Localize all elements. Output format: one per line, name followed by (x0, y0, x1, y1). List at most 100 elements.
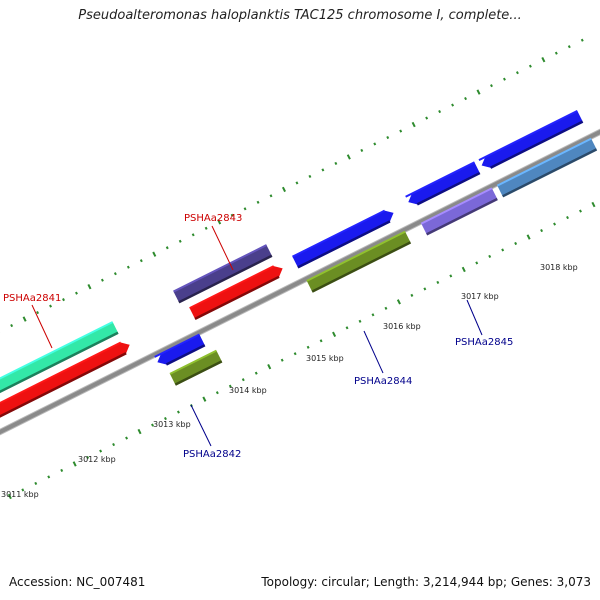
callout-line-PSHAa2845 (466, 299, 483, 336)
tick-label-3014: 3014 kbp (229, 386, 267, 395)
gene-teal-block-shade (0, 331, 119, 394)
gene-teal-block-body (0, 321, 119, 392)
tick-lower (396, 299, 401, 305)
gene-blue-block-2-body (408, 162, 480, 205)
callout-line-PSHAa2842 (190, 404, 212, 447)
gene-label-PSHAa2841: PSHAa2841 (3, 293, 61, 304)
tick-lower (306, 345, 310, 349)
gene-blue-block-2-shade (416, 171, 481, 206)
tick-upper (490, 84, 493, 88)
tick-lower (86, 455, 90, 460)
tick-upper (243, 207, 247, 211)
gene-lavender-block-highlight (420, 187, 493, 225)
tick-lower (280, 358, 284, 362)
tick-upper (373, 142, 377, 146)
tick-upper (100, 278, 104, 282)
tick-lower (345, 326, 349, 330)
tick-lower (540, 228, 544, 233)
callout-line-PSHAa2841 (31, 304, 53, 349)
tick-upper (295, 181, 299, 185)
tick-lower (151, 423, 154, 427)
tick-lower (566, 215, 569, 220)
tick-lower (514, 241, 518, 246)
tick-lower (202, 396, 207, 402)
tick-upper (75, 291, 78, 295)
gene-label-PSHAa2843: PSHAa2843 (184, 213, 242, 224)
map-title: Pseudoalteromonas haloplanktis TAC125 ch… (78, 8, 522, 23)
gene-label-PSHAa2842: PSHAa2842 (183, 449, 241, 460)
backbone-shadow (0, 128, 600, 436)
gene-blue-block-3-highlight (478, 110, 578, 161)
tick-upper (541, 57, 546, 63)
gene-red-block-2-shade (194, 275, 280, 320)
gene-red-block-2 (189, 265, 283, 320)
tick-upper (126, 265, 130, 269)
tick-upper (321, 168, 325, 172)
gene-red-block-1-shade (0, 352, 127, 418)
tick-label-3016: 3016 kbp (383, 322, 421, 331)
tick-upper (10, 323, 14, 328)
tick-label-3018: 3018 kbp (540, 263, 578, 272)
gene-indigo-block (173, 244, 273, 304)
tick-lower (553, 222, 556, 226)
tick-upper (438, 110, 442, 114)
tick-upper (191, 233, 195, 237)
tick-lower (488, 254, 492, 259)
tick-upper (554, 51, 558, 55)
callout-line-PSHAa2843 (211, 225, 234, 271)
callout-line-PSHAa2844 (363, 330, 384, 374)
tick-upper (139, 259, 143, 263)
tick-upper (451, 103, 455, 107)
tick-label-3012: 3012 kbp (78, 455, 116, 464)
tick-upper (503, 77, 506, 81)
tick-lower (293, 352, 297, 356)
gene-red-block-1 (0, 341, 130, 418)
tick-lower (241, 378, 245, 382)
gene-indigo-block-body (173, 245, 272, 303)
tick-upper (281, 186, 286, 193)
tick-lower (137, 428, 142, 435)
gene-blue-block-4 (154, 333, 206, 366)
gene-olive-block-1-body (169, 350, 222, 385)
gene-red-block-1-body (0, 342, 130, 417)
gene-blue-block-4-body (157, 334, 205, 365)
gene-blue-block-1-body (292, 210, 394, 268)
tick-lower (34, 481, 38, 485)
tick-lower (47, 475, 51, 479)
tick-upper (256, 200, 260, 204)
tick-lower (72, 461, 77, 467)
tick-upper (515, 71, 519, 75)
gene-olive-block-1 (169, 349, 223, 386)
tick-lower (358, 319, 362, 323)
scale-tick-labels: 3011 kbp 3012 kbp 3013 kbp 3014 kbp 3015 kbp… (1, 263, 578, 499)
gene-lavender-block-body (421, 188, 498, 235)
gene-red-block-1-highlight (0, 341, 122, 405)
gene-olive-block-2-shade (311, 241, 412, 293)
tick-upper (62, 298, 65, 302)
tick-upper (22, 316, 27, 322)
backbone (0, 129, 600, 435)
tick-lower (423, 287, 427, 291)
gene-red-block-2-highlight (189, 265, 275, 310)
tick-lower (254, 371, 258, 375)
tick-lower (21, 488, 25, 492)
tick-lower (579, 209, 582, 213)
tick-upper (269, 194, 273, 198)
tick-lower (125, 436, 129, 440)
tick-lower (7, 493, 12, 500)
gene-label-PSHAa2844: PSHAa2844 (354, 376, 412, 387)
tick-lower (228, 384, 232, 388)
tick-upper (204, 226, 208, 230)
tick-upper (567, 45, 571, 49)
gene-olive-block-1-shade (174, 360, 223, 386)
tick-lower (99, 449, 103, 453)
tick-upper (580, 38, 584, 42)
gene-blue-block-3-body (481, 110, 583, 168)
gene-blue-block-1 (292, 209, 394, 269)
gene-label-PSHAa2845: PSHAa2845 (455, 337, 513, 348)
tick-lower (176, 410, 180, 414)
gene-blue-block-4-highlight (154, 333, 200, 358)
gene-teal-block (0, 321, 119, 394)
gene-teal-block-highlight (0, 321, 114, 380)
